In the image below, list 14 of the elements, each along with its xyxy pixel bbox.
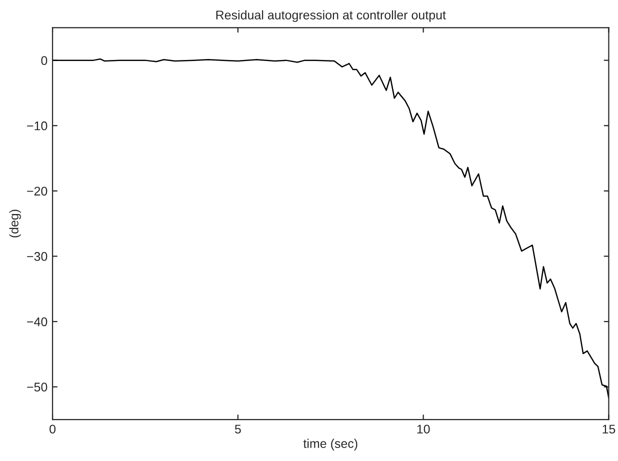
y-tick-label: −10 — [27, 121, 48, 130]
y-tick-label: 0 — [41, 56, 48, 65]
x-axis-title: time (sec) — [303, 438, 358, 450]
x-tick-label: 5 — [234, 424, 241, 434]
x-tick-label: 15 — [602, 424, 616, 434]
y-axis-title: (deg) — [9, 210, 21, 238]
y-tick-label: −50 — [27, 382, 48, 392]
y-tick-label: −20 — [27, 186, 48, 196]
chart-title: Residual autogression at controller output — [216, 10, 446, 22]
y-tick-label: −40 — [27, 317, 48, 326]
x-tick-label: 0 — [50, 424, 56, 434]
x-tick-label: 10 — [417, 424, 430, 434]
line-series — [52, 58, 609, 399]
y-tick-label: −30 — [27, 252, 48, 261]
